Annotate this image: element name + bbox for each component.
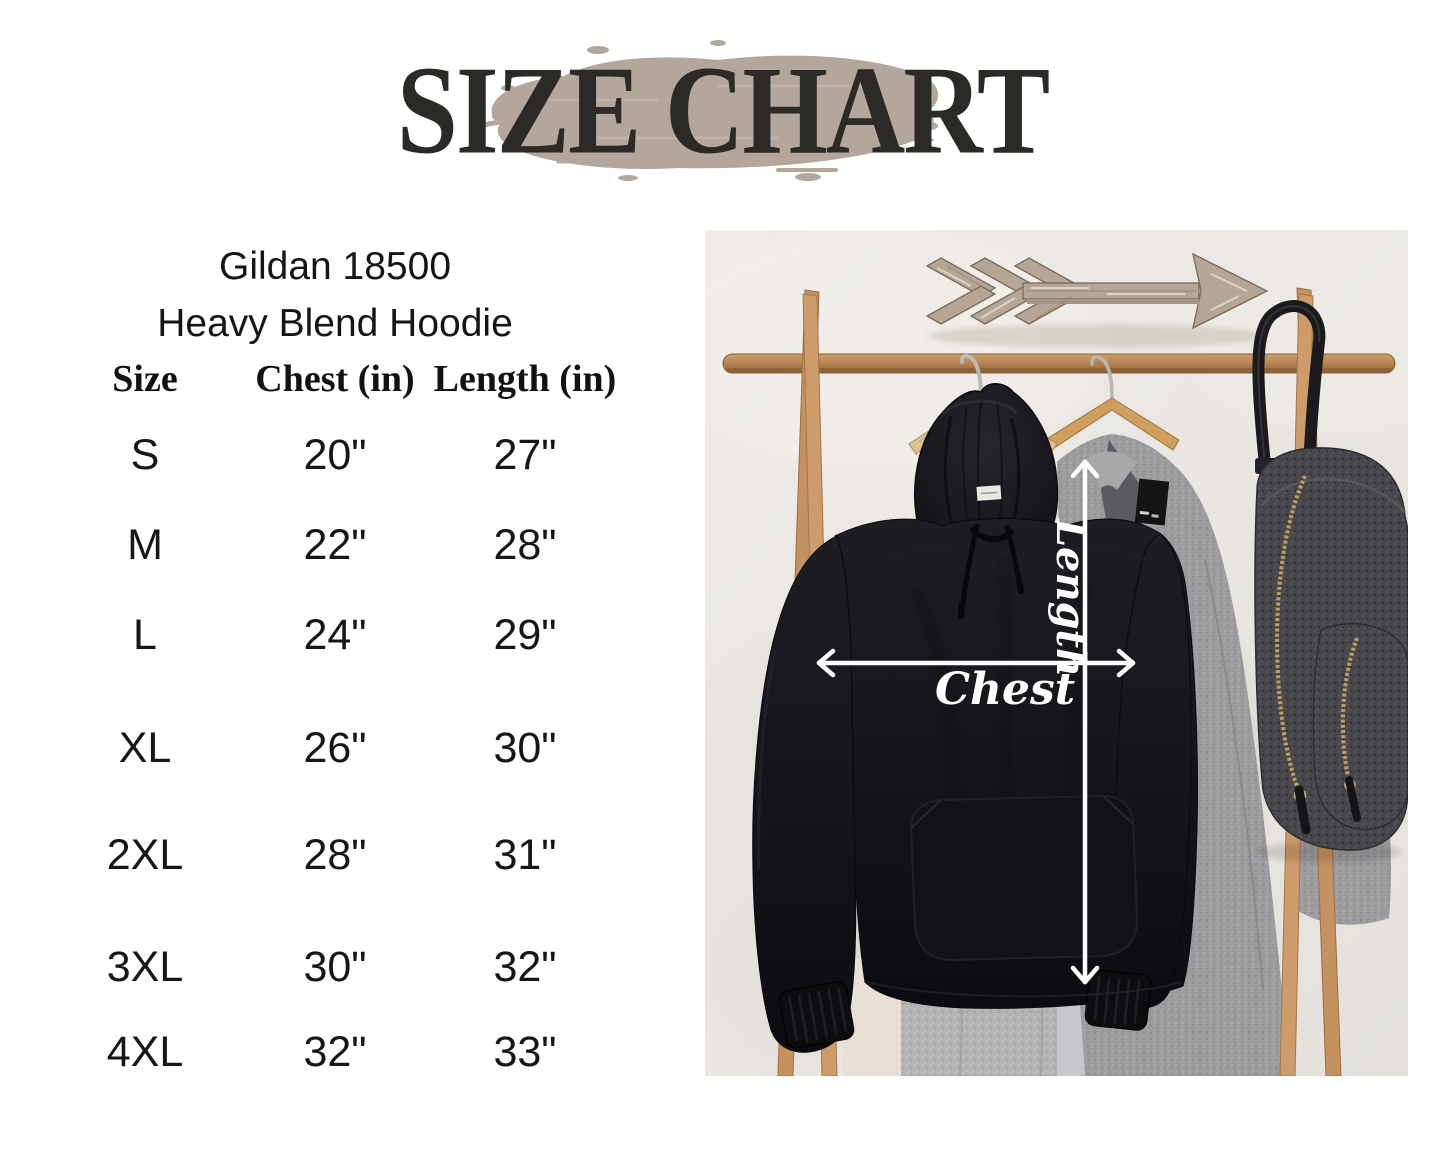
column-header-chest: Chest (in) bbox=[255, 358, 415, 400]
size-cell: 3XL bbox=[106, 943, 184, 991]
length-arrow bbox=[1070, 459, 1100, 985]
table-header-row: Size Chest (in) Length (in) bbox=[50, 355, 620, 403]
product-name-line1: Gildan 18500 bbox=[218, 245, 452, 288]
size-cell: M bbox=[127, 521, 163, 569]
hoodie-drawstrings bbox=[958, 523, 1024, 619]
size-table: Size Chest (in) Length (in) S 20" 27" M … bbox=[50, 355, 620, 1076]
hoodie-left-cuff bbox=[779, 981, 855, 1049]
backpack-pocket-zipper bbox=[1340, 637, 1359, 783]
length-label: Length bbox=[1047, 518, 1094, 677]
length-cell: 28" bbox=[493, 521, 557, 569]
wooden-arrow-icon bbox=[925, 252, 1269, 348]
column-header-length: Length (in) bbox=[433, 358, 617, 400]
length-cell: 29" bbox=[493, 611, 557, 659]
table-row: M 22" 28" bbox=[50, 521, 620, 569]
brush-stroke-background bbox=[479, 40, 939, 181]
table-row: S 20" 27" bbox=[50, 431, 620, 479]
hoodie-right-cuff bbox=[1084, 969, 1152, 1031]
table-row: 2XL 28" 31" bbox=[50, 831, 620, 879]
table-row: 4XL 32" 33" bbox=[50, 1028, 620, 1076]
length-cell: 31" bbox=[493, 831, 557, 879]
coat-size-tag bbox=[1134, 478, 1170, 526]
chest-cell: 30" bbox=[303, 943, 367, 991]
length-cell: 33" bbox=[493, 1028, 557, 1076]
header: SIZE CHART bbox=[0, 0, 1445, 210]
chest-cell: 28" bbox=[303, 831, 367, 879]
size-cell: XL bbox=[118, 724, 172, 772]
length-cell: 30" bbox=[493, 724, 557, 772]
hoodie-kangaroo-pocket bbox=[909, 794, 1139, 962]
length-cell: 27" bbox=[493, 431, 557, 479]
black-hoodie bbox=[752, 353, 1198, 1053]
coat-hanger-hook bbox=[1090, 355, 1114, 410]
hoodie-photo-scene: Length Chest bbox=[705, 230, 1408, 1076]
table-row: L 24" 29" bbox=[50, 611, 620, 659]
length-cell: 32" bbox=[493, 943, 557, 991]
product-subtitle: Gildan 18500 Heavy Blend Hoodie bbox=[50, 238, 620, 352]
product-photo: Length Chest bbox=[705, 230, 1408, 1076]
chest-cell: 32" bbox=[303, 1028, 367, 1076]
size-cell: S bbox=[130, 431, 160, 479]
measurement-overlay bbox=[816, 459, 1136, 985]
chest-label: Chest bbox=[935, 664, 1075, 715]
chest-cell: 26" bbox=[303, 724, 367, 772]
backpack-zipper bbox=[1275, 475, 1307, 793]
page-title: SIZE CHART bbox=[396, 39, 1051, 181]
product-name-line2: Heavy Blend Hoodie bbox=[157, 302, 513, 345]
hoodie-neck-label bbox=[976, 485, 1002, 501]
felt-backpack bbox=[1252, 300, 1408, 862]
chest-cell: 24" bbox=[303, 611, 367, 659]
hanging-rod bbox=[722, 353, 1396, 374]
table-row: 3XL 30" 32" bbox=[50, 943, 620, 991]
table-row: XL 26" 30" bbox=[50, 724, 620, 772]
size-cell: 2XL bbox=[106, 831, 184, 879]
chest-arrow bbox=[816, 648, 1136, 678]
chest-cell: 22" bbox=[303, 521, 367, 569]
size-cell: 4XL bbox=[106, 1028, 184, 1076]
chest-cell: 20" bbox=[303, 431, 367, 479]
size-cell: L bbox=[133, 611, 157, 659]
column-header-size: Size bbox=[112, 358, 178, 400]
